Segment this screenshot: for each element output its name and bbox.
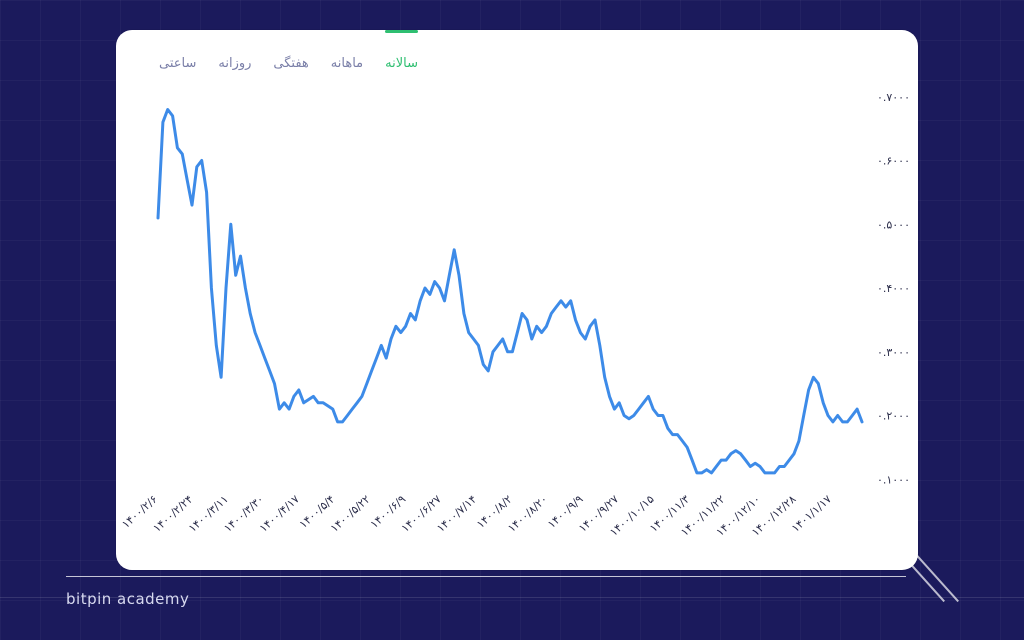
x-tick-label: ۱۴۰۰/۸/۲۰ (505, 493, 550, 535)
tab-yearly[interactable]: سالانه (385, 30, 418, 80)
y-tick-label: ۰.۳۰۰۰ (877, 346, 910, 359)
x-tick-label: ۱۴۰۰/۴/۱۷ (257, 493, 302, 535)
timeframe-tabs: ساعتی روزانه هفتگی ماهانه سالانه (138, 30, 418, 80)
x-axis: ۱۴۰۰/۲/۶۱۴۰۰/۲/۲۴۱۴۰۰/۳/۱۱۱۴۰۰/۳/۳۰۱۴۰۰/… (119, 493, 834, 539)
footer-divider (66, 576, 906, 577)
y-tick-label: ۰.۶۰۰۰ (877, 155, 910, 168)
tab-monthly[interactable]: ماهانه (330, 56, 364, 71)
footer-divider-faint (0, 597, 1024, 598)
tab-daily[interactable]: روزانه (218, 56, 252, 71)
y-tick-label: ۰.۷۰۰۰ (877, 91, 910, 104)
x-tick-label: ۱۴۰۰/۷/۱۴ (434, 493, 479, 535)
x-tick-label: ۱۴۰۱/۱/۱۷ (789, 493, 834, 535)
x-tick-label: ۱۴۰۰/۵/۲۲ (328, 493, 373, 535)
chart-card (116, 30, 918, 570)
price-line (156, 108, 864, 475)
y-tick-label: ۰.۱۰۰۰ (877, 473, 910, 486)
tab-hourly[interactable]: ساعتی (159, 56, 197, 71)
y-tick-label: ۰.۲۰۰۰ (877, 410, 910, 423)
y-tick-label: ۰.۴۰۰۰ (877, 282, 910, 295)
y-axis: ۰.۱۰۰۰ ۰.۲۰۰۰ ۰.۳۰۰۰ ۰.۴۰۰۰ ۰.۵۰۰۰ ۰.۶۰۰۰ ۰.۷۰… (877, 91, 910, 487)
brand-label: bitpin academy (66, 590, 190, 608)
y-tick-label: ۰.۵۰۰۰ (877, 218, 910, 231)
tab-weekly[interactable]: هفتگی (273, 56, 309, 71)
